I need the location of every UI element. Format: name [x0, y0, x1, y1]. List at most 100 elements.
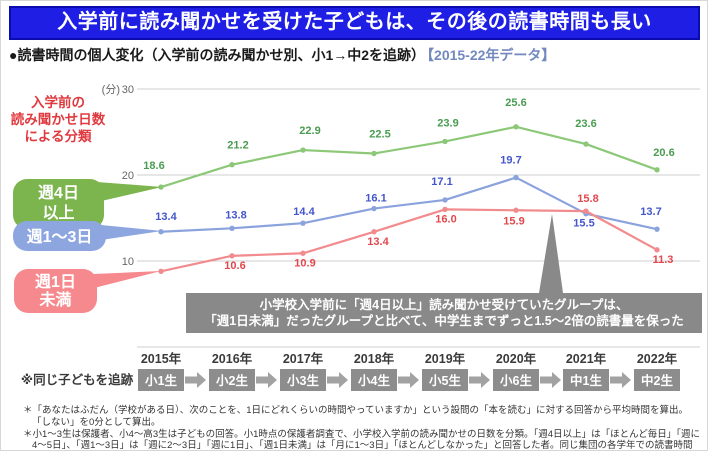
arrow-icon: [552, 372, 561, 388]
data-point: [513, 174, 519, 181]
data-label: 20.6: [653, 147, 674, 159]
page-title: 入学前に読み聞かせを受けた子どもは、その後の読書時間も長い: [57, 11, 652, 33]
arrow-icon: [339, 372, 348, 388]
data-point: [583, 141, 589, 147]
data-point: [371, 150, 377, 157]
x-axis-year-label: 2018年: [354, 351, 395, 366]
data-point: [654, 167, 660, 173]
data-label: 16.1: [365, 193, 386, 205]
y-tick-label: 30: [122, 84, 134, 96]
category-bubble-tail: [97, 182, 162, 202]
category-bubble-label: 週4日: [38, 184, 79, 202]
grade-box-label: 小6生: [499, 373, 532, 388]
data-label: 22.9: [299, 125, 320, 137]
y-tick-label: 20: [122, 170, 134, 182]
data-point: [513, 207, 519, 213]
data-point: [229, 161, 235, 168]
annotation-box: [186, 293, 702, 333]
line-chart: 10 20 30(分) 入学前の読み聞かせ日数による分類小学校入学前に「週4日以上」読…: [11, 83, 702, 391]
data-point: [229, 253, 235, 259]
grade-box-label: 小2生: [215, 373, 248, 388]
data-point: [158, 268, 164, 275]
data-label: 13.4: [155, 211, 177, 223]
data-label: 22.5: [369, 129, 390, 141]
arrow-icon: [197, 372, 206, 388]
data-label: 25.6: [505, 97, 526, 109]
footnote-2: ＊小1〜3生は保護者、小4〜高3生は子どもの回答。小1時点の保護者調査で、小学校…: [23, 428, 701, 451]
legend-title-line: による分類: [24, 129, 92, 144]
data-label: 23.9: [437, 117, 458, 129]
arrow-shaft: [398, 376, 410, 384]
x-axis-year-label: 2019年: [425, 351, 466, 366]
data-label: 23.6: [575, 118, 596, 130]
data-point: [442, 197, 448, 203]
data-point: [300, 250, 306, 256]
arrow-icon: [410, 372, 419, 388]
data-label: 15.8: [577, 193, 598, 205]
data-label: 13.8: [225, 209, 246, 221]
tracking-note: ※同じ子どもを追跡: [21, 372, 134, 387]
category-bubble-1: [13, 179, 104, 229]
grade-box-label: 中1生: [570, 373, 602, 388]
data-label: 13.4: [367, 236, 389, 248]
x-axis-year-label: 2015年: [141, 351, 182, 366]
annotation-text-line1: 小学校入学前に「週4日以上」読み聞かせ受けていたグループは、: [259, 297, 629, 312]
arrow-shaft: [256, 376, 268, 384]
data-label: 16.0: [435, 213, 456, 225]
grade-box-label: 小4生: [357, 373, 390, 388]
category-bubble-tail: [101, 225, 162, 240]
data-label: 19.7: [500, 155, 521, 167]
arrow-icon: [268, 372, 277, 388]
data-point: [442, 206, 448, 213]
data-point: [371, 229, 377, 235]
arrow-shaft: [327, 376, 339, 384]
grade-box: [138, 369, 184, 391]
series-line-1: [160, 125, 658, 189]
data-point: [300, 147, 306, 153]
grade-box-label: 小1生: [144, 373, 177, 388]
data-label: 13.7: [640, 206, 661, 218]
subtitle-main: ●読書時間の個人変化（入学前の読み聞かせ別、小1→中2を追跡）: [9, 47, 426, 63]
arrow-shaft: [610, 376, 622, 384]
data-point: [442, 138, 448, 145]
grade-box: [280, 369, 326, 391]
annotation-pointer: [539, 214, 563, 293]
data-label: 10.6: [224, 260, 245, 272]
x-axis-year-label: 2022年: [637, 351, 678, 366]
grade-box-label: 小3生: [286, 373, 319, 388]
data-label: 17.1: [431, 176, 452, 188]
category-bubble-3: [14, 269, 97, 313]
annotation-text-line2: 「週1日未満」だったグループと比べて、中学生までずっと1.5〜2倍の読書量を保っ…: [204, 313, 683, 328]
category-bubble-label: 週1日: [35, 273, 76, 291]
x-axis-year-label: 2017年: [283, 351, 324, 366]
arrow-icon: [481, 372, 490, 388]
y-axis-unit: (分): [102, 83, 120, 96]
data-point: [654, 226, 660, 232]
data-label: 11.3: [653, 254, 674, 266]
grade-box: [634, 369, 680, 391]
arrow-shaft: [469, 376, 481, 384]
data-point: [583, 208, 589, 214]
data-point: [654, 247, 660, 253]
arrow-icon: [622, 372, 631, 388]
grade-box: [351, 369, 397, 391]
data-label: 10.9: [294, 257, 315, 269]
legend-title-line: 読み聞かせ日数: [11, 111, 106, 127]
category-bubble-label: 以上: [42, 204, 74, 222]
subtitle-data-tag: 【2015-22年データ】: [427, 47, 556, 63]
data-label: 15.5: [573, 218, 594, 230]
data-label: 15.9: [503, 215, 524, 227]
category-bubble-2: [13, 221, 106, 251]
title-banner: 入学前に読み聞かせを受けた子どもは、その後の読書時間も長い: [9, 6, 700, 40]
grade-box: [422, 369, 468, 391]
grade-box-label: 小5生: [428, 373, 461, 388]
data-label: 21.2: [227, 140, 248, 152]
data-point: [371, 205, 377, 212]
grade-box: [563, 369, 609, 391]
category-bubble-label: 未満: [38, 290, 71, 309]
footnote-1: ＊「あなたはふだん（学校がある日）、次のことを、1日にどれくらいの時間やっていま…: [23, 405, 689, 428]
legend-title-line: 入学前の: [31, 94, 85, 110]
grade-box-label: 中2生: [641, 373, 673, 388]
category-bubble-tail: [94, 271, 161, 288]
